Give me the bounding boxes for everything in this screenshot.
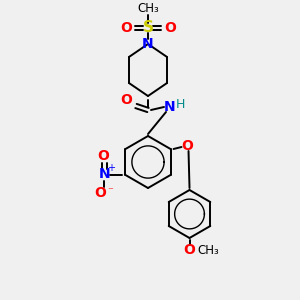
Text: +: + xyxy=(107,163,116,173)
Text: N: N xyxy=(142,37,154,51)
Text: O: O xyxy=(94,186,106,200)
Text: S: S xyxy=(142,20,154,35)
Text: N: N xyxy=(99,167,110,181)
Text: H: H xyxy=(175,98,185,112)
Text: O: O xyxy=(120,21,132,35)
Text: CH₃: CH₃ xyxy=(197,244,219,257)
Text: O: O xyxy=(182,139,194,153)
Text: O: O xyxy=(120,93,132,107)
Text: O: O xyxy=(184,243,196,257)
Text: CH₃: CH₃ xyxy=(137,2,159,16)
Text: N: N xyxy=(164,100,176,114)
Text: O: O xyxy=(98,149,110,163)
Text: O: O xyxy=(164,21,176,35)
Text: ⁻: ⁻ xyxy=(107,186,113,196)
